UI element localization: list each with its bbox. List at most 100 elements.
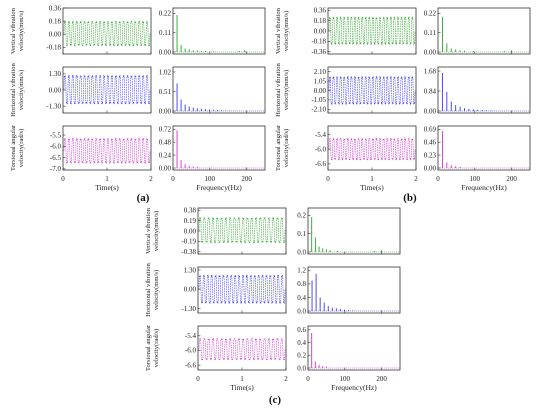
spectrum-y-tick-label: 1.02 bbox=[159, 68, 172, 76]
spectrum-y-tick-label: 0.00 bbox=[424, 48, 437, 56]
time-x-tick-label: 1 bbox=[370, 175, 374, 183]
vertical-time-plot: 0.36 0.18 0.00 -0.18 bbox=[46, 4, 152, 55]
spectrum-y-tick-label: 0.48 bbox=[159, 138, 172, 146]
spectrum-axis-frame bbox=[437, 125, 531, 171]
time-x-tick-label: 2 bbox=[284, 375, 288, 383]
time-axis-frame bbox=[197, 325, 287, 371]
time-y-tick-label: -6.6 bbox=[185, 361, 197, 369]
horizontal-time-waveform bbox=[328, 75, 416, 106]
spectrum-y-tick-label: 0.24 bbox=[159, 151, 172, 159]
torsional-ylabel-line2: velocity(rad/s) bbox=[153, 329, 160, 367]
spectrum-y-tick-label: 0.4 bbox=[297, 339, 306, 347]
horizontal-time-plot: 1.30 0.00 -1.30 bbox=[181, 266, 287, 314]
spectrum-axis-frame bbox=[172, 7, 266, 55]
torsional-time-waveform bbox=[63, 137, 151, 164]
time-y-tick-label: -6.0 bbox=[50, 143, 62, 151]
torsional-time-plot: -5.4 -6.0 -6.6 0 1 2 bbox=[185, 325, 288, 383]
spectrum-y-tick-label: 1.2 bbox=[297, 267, 306, 275]
spectrum-x-tick-label: 0 bbox=[436, 175, 440, 183]
time-y-tick-label: -5.5 bbox=[50, 131, 62, 139]
spectrum-x-tick-label: 100 bbox=[340, 375, 351, 383]
time-x-tick-label: 1 bbox=[105, 175, 109, 183]
time-x-tick-label: 0 bbox=[61, 175, 65, 183]
frequency-axis-title: Frequency(Hz) bbox=[461, 183, 507, 192]
time-y-tick-label: 0.00 bbox=[314, 87, 327, 95]
time-y-tick-label: -0.36 bbox=[311, 48, 326, 56]
spectrum-y-tick-label: 0.4 bbox=[297, 294, 306, 302]
spectrum-axis-frame bbox=[437, 7, 531, 55]
vertical-time-plot: 0.38 0.19 0.00 -0.19 -0.38 bbox=[181, 206, 287, 256]
spectrum-y-tick-label: 0.00 bbox=[159, 164, 172, 172]
time-axis-title: Time(s) bbox=[360, 183, 384, 192]
vertical-time-waveform bbox=[63, 20, 151, 47]
horizontal-ylabel-line1: Horizontal vibration bbox=[10, 62, 17, 116]
vertical-ylabel-line2: velocity(mm/s) bbox=[18, 11, 25, 51]
vertical-ylabel-line1: Vertical vibration bbox=[145, 207, 152, 254]
time-y-tick-label: 1.30 bbox=[49, 70, 62, 78]
spectrum-x-tick-label: 100 bbox=[205, 175, 216, 183]
time-y-tick-label: 1.30 bbox=[184, 266, 197, 274]
torsional-spectrum-plot: 0.6 0.4 0.2 0.00 100 200 bbox=[297, 325, 401, 383]
torsional-ylabel-line1: Torsional angular bbox=[275, 124, 282, 171]
time-y-tick-label: 0.00 bbox=[314, 27, 327, 35]
torsional-ylabel-line2: velocity(rad/s) bbox=[283, 129, 290, 167]
panel-label: (c) bbox=[269, 394, 282, 406]
spectrum-y-tick-label: 0.2 bbox=[297, 212, 306, 220]
time-y-tick-label: -1.30 bbox=[46, 102, 61, 110]
vertical-spectrum-plot: 0.22 0.11 0.00 bbox=[424, 7, 531, 56]
spectrum-y-tick-label: 0.11 bbox=[424, 29, 436, 37]
time-y-tick-label: -6.5 bbox=[50, 154, 62, 162]
horizontal-time-plot: 2.101.05 0.00-1.05 -2.10 bbox=[311, 66, 417, 114]
time-x-tick-label: 1 bbox=[240, 375, 244, 383]
time-x-tick-label: 2 bbox=[414, 175, 418, 183]
torsional-spectrum-plot: 0.69 0.46 0.23 0.00 0 100 200 bbox=[424, 125, 531, 183]
time-y-tick-label: 0.36 bbox=[314, 7, 327, 15]
time-y-tick-label: -2.10 bbox=[311, 106, 326, 114]
spectrum-y-tick-label: 0.00 bbox=[159, 48, 172, 56]
torsional-time-waveform bbox=[328, 137, 416, 161]
time-y-tick-label: -6.0 bbox=[315, 146, 327, 154]
spectrum-x-tick-label: 200 bbox=[506, 175, 517, 183]
horizontal-ylabel-line1: Horizontal vibration bbox=[145, 262, 152, 316]
spectrum-x-tick-label: 0 bbox=[171, 175, 175, 183]
horizontal-ylabel-line2: velocity(mm/s) bbox=[153, 270, 160, 310]
vertical-spectrum-plot: 0.2 0.1 0.0 bbox=[297, 207, 401, 256]
spectrum-y-tick-label: 0.22 bbox=[424, 10, 437, 18]
spectrum-y-tick-label: 0.46 bbox=[424, 139, 437, 147]
spectrum-axis-frame bbox=[437, 66, 531, 114]
spectrum-x-tick-label: 200 bbox=[376, 375, 387, 383]
spectrum-y-tick-label: 0.72 bbox=[159, 126, 172, 134]
panel-c: Vertical vibration velocity(mm/s)0.380.19… bbox=[145, 206, 401, 392]
spectrum-y-tick-label: 0.0 bbox=[297, 364, 306, 372]
time-y-tick-label: -6.6 bbox=[315, 160, 327, 168]
spectrum-y-tick-label: 0.69 bbox=[424, 126, 437, 134]
panel-a: Vertical vibration velocity(mm/s)0.360.18… bbox=[10, 4, 266, 192]
horizontal-ylabel-line2: velocity(mm/s) bbox=[18, 70, 25, 110]
time-y-tick-label: -7.0 bbox=[50, 165, 62, 173]
vertical-time-plot: 0.36 0.18 0.00 -0.18 -0.36 bbox=[311, 7, 417, 56]
spectrum-y-tick-label: 0.51 bbox=[159, 88, 172, 96]
horizontal-spectrum-plot: 1.68 0.84 0.00 bbox=[424, 66, 531, 115]
spectrum-y-tick-label: 0.23 bbox=[424, 151, 437, 159]
time-y-tick-label: -0.38 bbox=[181, 248, 196, 256]
spectrum-axis-frame bbox=[307, 266, 401, 314]
time-y-tick-label: 0.00 bbox=[184, 227, 197, 235]
spectrum-y-tick-label: 0.00 bbox=[424, 164, 437, 172]
spectrum-y-tick-label: 0.8 bbox=[297, 280, 306, 288]
frequency-axis-title: Frequency(Hz) bbox=[331, 383, 377, 392]
spectrum-y-tick-label: 0.0 bbox=[297, 307, 306, 315]
time-y-tick-label: 2.10 bbox=[314, 68, 327, 76]
spectrum-y-tick-label: 0.84 bbox=[424, 87, 437, 95]
spectrum-y-tick-label: 0.22 bbox=[159, 10, 172, 18]
spectrum-axis-frame bbox=[307, 207, 401, 255]
horizontal-time-plot: 1.30 0.00 -1.30 bbox=[46, 66, 152, 114]
vertical-ylabel-line2: velocity(mm/s) bbox=[153, 211, 160, 251]
time-y-tick-label: -6.0 bbox=[185, 347, 197, 355]
torsional-ylabel-line1: Torsional angular bbox=[10, 124, 17, 171]
time-x-tick-label: 0 bbox=[326, 175, 330, 183]
vertical-ylabel-line1: Vertical vibration bbox=[275, 7, 282, 54]
torsional-time-plot: -5.5 -6.0 -6.5 -7.0 0 1 2 bbox=[50, 125, 153, 183]
torsional-ylabel-line1: Torsional angular bbox=[145, 324, 152, 371]
time-y-tick-label: -0.18 bbox=[311, 38, 326, 46]
